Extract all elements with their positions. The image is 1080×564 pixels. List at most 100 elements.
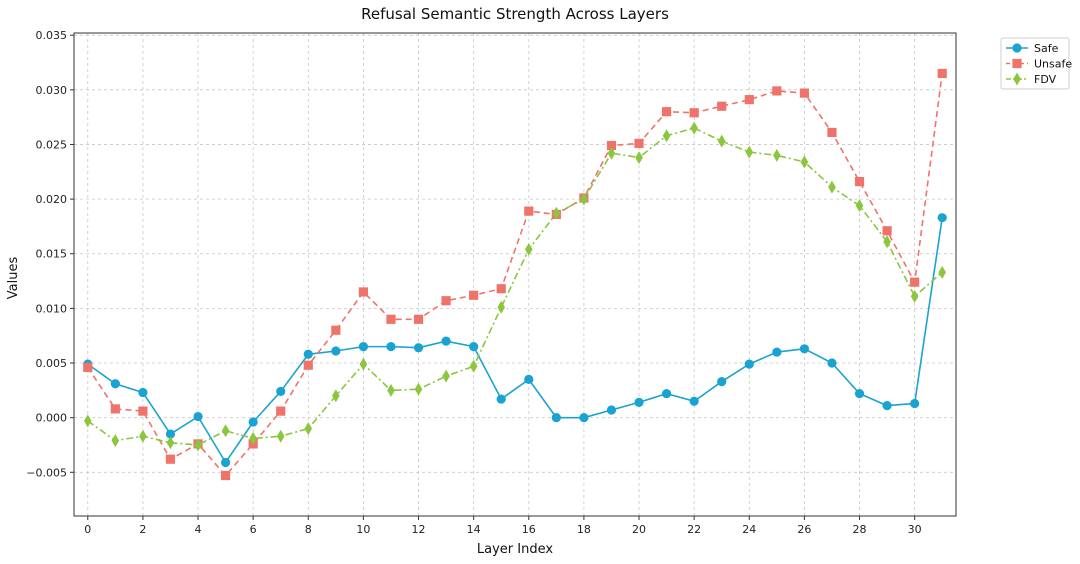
data-point-fdv <box>607 146 616 160</box>
data-point-unsafe <box>276 406 286 416</box>
legend-item-fdv: FDV <box>1006 72 1057 86</box>
data-point-unsafe <box>441 296 451 306</box>
data-point-unsafe <box>220 470 231 481</box>
x-tick-label: 18 <box>577 523 591 536</box>
x-tick-label: 28 <box>853 523 867 536</box>
data-point-fdv <box>111 434 120 448</box>
data-point-fdv <box>828 180 836 194</box>
legend-label-unsafe: Unsafe <box>1034 58 1072 71</box>
legend-label-safe: Safe <box>1034 42 1059 55</box>
series-line-fdv <box>87 127 943 446</box>
data-point-fdv <box>717 134 726 148</box>
data-point-unsafe <box>910 277 920 287</box>
data-point-fdv <box>938 265 947 279</box>
data-point-safe <box>276 386 286 397</box>
data-point-safe <box>827 358 837 368</box>
legend-label-fdv: FDV <box>1034 73 1057 86</box>
data-point-safe <box>303 349 313 359</box>
x-tick-label: 16 <box>522 523 536 536</box>
data-point-unsafe <box>827 127 837 138</box>
data-point-safe <box>744 359 754 369</box>
series-unsafe <box>83 68 947 481</box>
data-point-safe <box>496 394 506 404</box>
data-point-safe <box>551 413 561 423</box>
data-point-safe <box>910 398 920 409</box>
x-tick-label: 26 <box>797 523 811 536</box>
data-point-unsafe <box>303 360 313 370</box>
data-point-fdv <box>524 242 533 256</box>
data-point-fdv <box>359 357 368 371</box>
data-point-safe <box>138 387 148 398</box>
y-axis-title: Values <box>6 257 21 300</box>
data-point-unsafe <box>854 177 865 187</box>
data-point-fdv <box>166 436 175 450</box>
data-point-fdv <box>910 289 919 303</box>
y-tick-label: 0.035 <box>36 29 68 42</box>
data-point-fdv <box>83 414 92 428</box>
data-point-fdv <box>635 151 643 165</box>
plot-area-frame <box>73 32 957 517</box>
data-point-fdv <box>690 121 698 135</box>
x-tick-label: 8 <box>305 523 312 536</box>
y-axis-ticks: −0.005 0.000 0.005 0.010 0.015 0.020 0.025 0.03… <box>26 29 74 479</box>
data-point-safe <box>634 397 644 407</box>
data-point-unsafe <box>138 406 148 416</box>
data-point-unsafe <box>689 108 699 118</box>
grid <box>74 33 956 516</box>
data-point-unsafe <box>165 454 176 464</box>
data-point-unsafe <box>744 95 754 105</box>
data-point-fdv <box>414 382 423 396</box>
data-point-fdv <box>194 438 202 452</box>
legend-marker-safe <box>1012 43 1022 53</box>
x-tick-label: 6 <box>250 523 257 536</box>
data-point-fdv <box>332 389 340 403</box>
data-point-fdv <box>580 192 588 206</box>
data-point-safe <box>413 343 424 353</box>
data-point-fdv <box>855 199 864 213</box>
data-point-safe <box>248 417 258 427</box>
data-point-safe <box>799 344 810 354</box>
data-point-unsafe <box>606 140 617 151</box>
series-group <box>83 68 947 481</box>
data-point-safe <box>220 457 231 468</box>
data-point-safe <box>882 401 892 411</box>
data-point-fdv <box>276 429 285 443</box>
data-point-unsafe <box>524 206 534 216</box>
x-tick-label: 20 <box>632 523 646 536</box>
data-point-fdv <box>469 359 478 373</box>
data-point-fdv <box>773 148 781 162</box>
data-point-safe <box>772 347 782 357</box>
data-point-unsafe <box>717 101 727 111</box>
data-point-fdv <box>387 383 395 397</box>
data-point-safe <box>661 389 672 399</box>
y-tick-label: 0.005 <box>36 357 68 370</box>
data-point-fdv <box>221 424 230 438</box>
data-point-fdv <box>442 369 450 383</box>
data-point-safe <box>110 379 120 389</box>
x-tick-label: 24 <box>742 523 756 536</box>
data-point-safe <box>331 346 341 356</box>
x-tick-label: 0 <box>84 523 91 536</box>
data-point-unsafe <box>882 226 892 236</box>
series-fdv <box>83 121 947 452</box>
x-tick-label: 14 <box>467 523 481 536</box>
legend-item-safe: Safe <box>1006 42 1059 55</box>
data-point-safe <box>165 429 176 439</box>
legend: Safe Unsafe FDV <box>1000 37 1072 90</box>
data-point-safe <box>689 396 699 406</box>
data-point-safe <box>717 376 727 387</box>
data-point-fdv <box>800 155 809 169</box>
legend-item-unsafe: Unsafe <box>1006 58 1072 71</box>
data-point-unsafe <box>83 362 93 372</box>
data-point-unsafe <box>634 138 644 148</box>
data-point-unsafe <box>799 88 810 98</box>
data-point-fdv <box>304 422 313 436</box>
data-point-unsafe <box>772 86 782 96</box>
data-point-fdv <box>552 206 561 220</box>
data-point-unsafe <box>358 287 369 297</box>
data-point-safe <box>579 413 589 423</box>
data-point-safe <box>193 411 203 422</box>
y-tick-label: 0.020 <box>36 193 68 206</box>
y-tick-label: 0.010 <box>36 302 68 315</box>
